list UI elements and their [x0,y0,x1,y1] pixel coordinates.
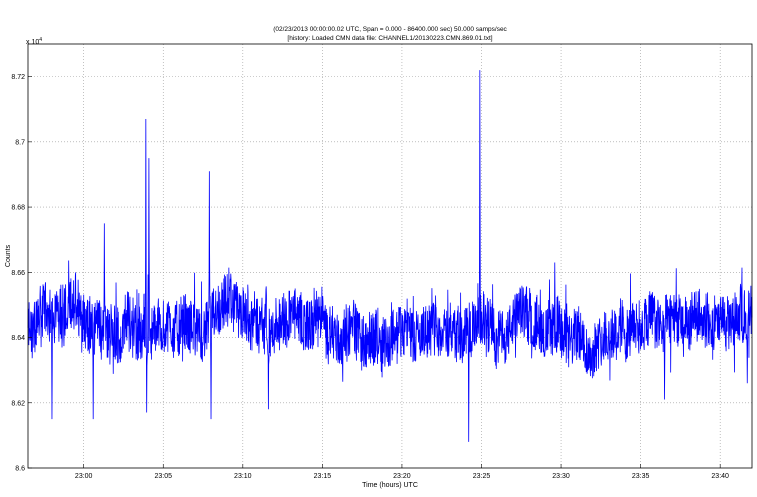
x-tick-label: 23:10 [234,473,252,480]
y-tick-label: 8.6 [15,466,25,473]
x-tick-label: 23:20 [393,473,411,480]
x-tick-label: 23:30 [552,473,570,480]
x-tick-label: 23:00 [75,473,93,480]
y-axis-label: Counts [5,244,12,267]
y-tick-label: 8.66 [11,270,25,277]
y-tick-label: 8.72 [11,74,25,81]
x-tick-label: 23:40 [711,473,729,480]
y-tick-label: 8.68 [11,205,25,212]
y-tick-label: 8.7 [15,139,25,146]
y-tick-label: 8.64 [11,335,25,342]
y-exponent-label: x 104 [26,37,42,46]
chart-subtitle: [history: Loaded CMN data file: CHANNEL1… [287,35,492,42]
x-axis-label: Time (hours) UTC [362,482,418,489]
x-axis-ticks: 23:00 23:05 23:10 23:15 23:20 23:25 23:30 23:35… [75,464,729,480]
plot-frame [27,43,753,469]
x-tick-label: 23:15 [314,473,332,480]
data-series-line [27,70,753,442]
y-axis-ticks: 8.6 8.62 8.64 8.66 8.68 8.7 8.72 [11,74,32,473]
x-tick-label: 23:25 [473,473,491,480]
chart-title: (02/23/2013 00:00:00.02 UTC, Span = 0.00… [273,26,507,33]
plot-area [28,44,752,468]
y-tick-label: 8.62 [11,400,25,407]
x-tick-label: 23:05 [154,473,172,480]
x-tick-label: 23:35 [632,473,650,480]
